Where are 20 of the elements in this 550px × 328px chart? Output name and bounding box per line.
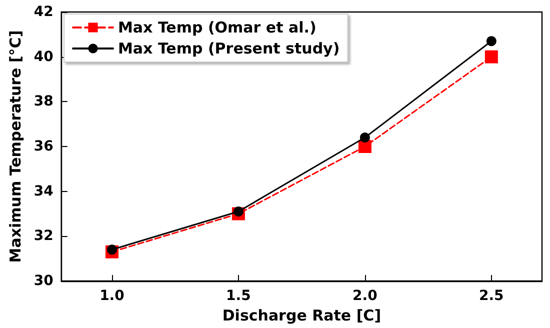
y-tick-label: 30 [34,273,54,289]
x-tick-label: 1.5 [226,288,251,304]
x-tick-label: 2.5 [479,288,504,304]
legend-label: Max Temp (Present study) [118,40,340,58]
legend-label: Max Temp (Omar et al.) [118,18,316,36]
y-tick-label: 36 [34,138,54,154]
y-tick-label: 42 [34,4,54,20]
point [486,36,496,46]
y-tick-label: 38 [34,94,54,110]
y-tick-label: 40 [34,48,54,65]
point [360,132,370,143]
x-axis-title: Discharge Rate [C] [222,306,382,324]
y-tick-label: 34 [34,183,54,200]
point [484,50,498,64]
x-tick-label: 2.0 [352,288,378,304]
point [233,206,244,217]
point [106,244,117,255]
y-axis-title: Maximum Temperature [°C] [6,30,24,263]
y-tick-label: 32 [34,228,54,244]
x-tick-label: 1.0 [100,288,125,304]
